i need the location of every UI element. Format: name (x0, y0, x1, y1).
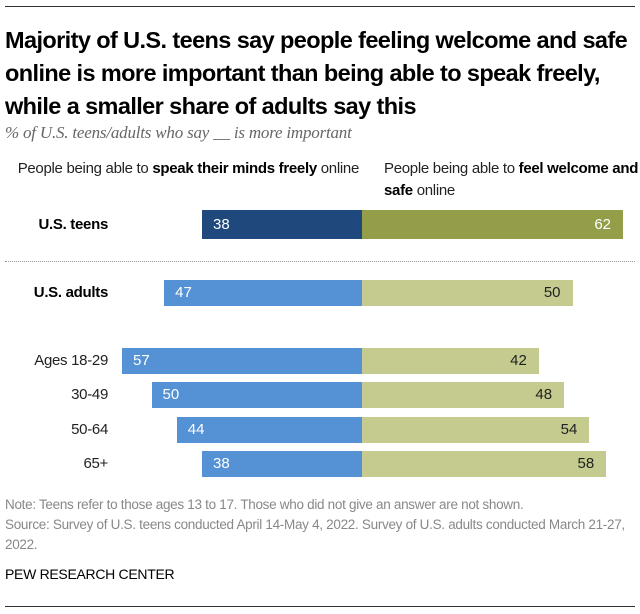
source-text: Source: Survey of U.S. teens conducted A… (5, 517, 625, 552)
category-label-50-64: 50-64 (71, 421, 108, 438)
category-label-30-49: 30-49 (71, 386, 108, 403)
legend-left-bold: speak their minds freely (152, 160, 317, 177)
legend-left-pre: People being able to (17, 160, 153, 177)
category-label-65: 65+ (83, 455, 108, 472)
value-label-welcome-safe-50-64: 54 (560, 421, 578, 438)
legend-right-bold: feel welcome and safe (384, 160, 639, 199)
bar-welcome-safe-50-64 (362, 417, 590, 443)
bar-welcome-safe-30-49 (362, 382, 565, 408)
chart-title: Majority of U.S. teens say people feelin… (5, 27, 628, 119)
bar-welcome-safe-u-s-adults (362, 280, 573, 306)
chart-subtitle: % of U.S. teens/adults who say __ is mor… (5, 123, 352, 142)
value-label-welcome-safe-30-49: 48 (535, 386, 553, 403)
top-rule (5, 6, 635, 7)
bar-welcome-safe-u-s-teens (362, 210, 624, 239)
bar-welcome-safe-ages-18-29 (362, 348, 539, 374)
category-label-u-s-adults: U.S. adults (33, 284, 109, 301)
value-label-speak-freely-ages-18-29: 57 (133, 352, 150, 369)
legend-right-pre: People being able to (384, 160, 519, 177)
category-label-u-s-teens: U.S. teens (38, 215, 108, 233)
value-label-speak-freely-u-s-adults: 47 (175, 284, 192, 301)
dotted-divider (5, 261, 635, 262)
chart-note: Note: Teens refer to those ages 13 to 17… (5, 495, 635, 555)
value-label-speak-freely-65: 38 (213, 455, 230, 472)
value-label-welcome-safe-u-s-adults: 50 (543, 284, 561, 301)
legend-welcome-safe: People being able to feel welcome and sa… (384, 158, 640, 202)
bar-speak-freely-u-s-adults (164, 280, 362, 306)
value-label-speak-freely-u-s-teens: 38 (213, 215, 230, 233)
bar-speak-freely-u-s-teens (202, 210, 362, 239)
value-label-welcome-safe-u-s-teens: 62 (594, 215, 612, 233)
bar-speak-freely-30-49 (151, 382, 362, 408)
bar-welcome-safe-65 (362, 451, 607, 477)
value-label-speak-freely-30-49: 50 (162, 386, 180, 403)
note-text: Note: Teens refer to those ages 13 to 17… (5, 497, 524, 512)
category-label-ages-18-29: Ages 18-29 (34, 352, 108, 369)
brand-label: PEW RESEARCH CENTER (5, 566, 175, 582)
bottom-rule (5, 606, 635, 607)
legend-right-post: online (412, 182, 456, 199)
value-label-welcome-safe-ages-18-29: 42 (510, 352, 527, 369)
bar-speak-freely-65 (202, 451, 362, 477)
value-label-welcome-safe-65: 58 (577, 455, 595, 472)
value-label-speak-freely-50-64: 44 (187, 421, 205, 438)
legend-left-post: online (316, 160, 360, 177)
legend-speak-freely: People being able to speak their minds f… (17, 158, 360, 180)
bar-speak-freely-ages-18-29 (122, 348, 362, 374)
bar-speak-freely-50-64 (176, 417, 362, 443)
